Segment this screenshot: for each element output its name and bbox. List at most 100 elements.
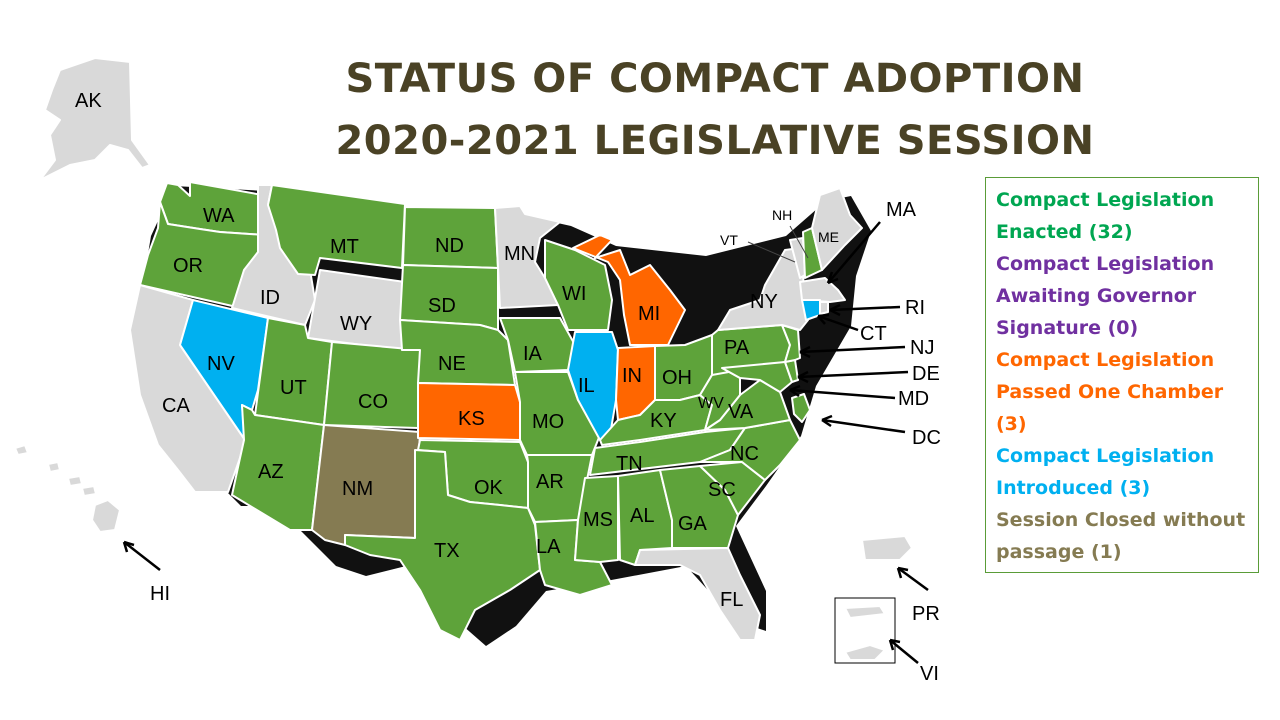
label-NH: NH (772, 207, 792, 223)
legend-item-awaiting-governor: Compact Legislation Awaiting Governor Si… (996, 253, 1215, 339)
state-WI (544, 239, 613, 331)
state-FL (634, 547, 761, 641)
state-ME (811, 187, 863, 271)
map-title: STATUS OF COMPACT ADOPTION 2020-2021 LEG… (280, 48, 1150, 172)
label-MI: MI (638, 303, 660, 325)
arrow-ri (829, 305, 901, 312)
state-DC (791, 393, 811, 423)
label-MN: MN (504, 243, 535, 265)
state-MN (494, 205, 561, 309)
arrow-nj-head (799, 345, 811, 359)
label-PR: PR (912, 603, 940, 625)
hi-island-2 (47, 461, 61, 473)
label-WI: WI (562, 283, 586, 305)
label-NJ: NJ (910, 337, 934, 359)
label-GA: GA (678, 513, 708, 535)
label-MT: MT (330, 236, 359, 258)
label-ID: ID (260, 287, 280, 309)
label-KS: KS (458, 408, 485, 430)
arrow-nh (789, 225, 809, 259)
state-WY (307, 269, 406, 351)
label-NM: NM (342, 478, 373, 500)
label-ME: ME (818, 229, 839, 245)
territory-PR (861, 535, 913, 561)
label-MA: MA (886, 199, 917, 221)
legend: Compact Legislation Enacted (32) Compact… (985, 177, 1259, 573)
legend-item-passed-one-chamber: Compact Legislation Passed One Chamber (… (996, 349, 1224, 435)
title-line-2: 2020-2021 LEGISLATIVE SESSION (335, 118, 1095, 164)
label-WY: WY (340, 313, 372, 335)
state-HI-group (14, 444, 121, 533)
arrow-de (797, 370, 909, 379)
label-CT: CT (860, 323, 887, 345)
state-MI (572, 234, 686, 346)
label-DC: DC (912, 427, 941, 449)
territory-VI (844, 644, 886, 661)
arrow-ri-head (829, 303, 841, 317)
label-LA: LA (536, 536, 561, 558)
label-IL: IL (578, 375, 595, 397)
label-WV: WV (698, 395, 724, 412)
state-CO (323, 341, 421, 429)
arrow-ct (817, 314, 859, 332)
label-RI: RI (905, 297, 925, 319)
arrow-pr (897, 566, 929, 592)
label-IN: IN (622, 365, 642, 387)
arrow-vt (747, 241, 796, 263)
label-AZ: AZ (258, 461, 284, 483)
state-NC (699, 419, 801, 481)
label-AR: AR (536, 471, 564, 493)
label-OR: OR (173, 255, 203, 277)
label-VA: VA (728, 401, 754, 423)
arrow-dc-head (821, 414, 833, 428)
legend-item-enacted: Compact Legislation Enacted (32) (996, 189, 1215, 243)
label-TN: TN (616, 453, 643, 475)
hi-island-4 (81, 485, 97, 497)
arrow-pr-head (896, 566, 909, 579)
label-WA: WA (203, 205, 235, 227)
arrow-hi (123, 541, 161, 571)
arrow-ma (827, 221, 881, 284)
label-SD: SD (428, 295, 456, 317)
arrow-de-head (797, 370, 809, 384)
hi-island-1 (14, 444, 29, 456)
label-IA: IA (523, 343, 543, 365)
state-RI (819, 301, 829, 315)
arrow-ct-head (817, 313, 830, 325)
vi-island-small (844, 605, 886, 619)
legend-item-introduced: Compact Legislation Introduced (3) (996, 445, 1215, 499)
label-HI: HI (150, 583, 170, 605)
label-ND: ND (435, 235, 464, 257)
arrow-md (789, 388, 896, 400)
label-TX: TX (434, 540, 460, 562)
label-MO: MO (532, 411, 564, 433)
label-FL: FL (720, 589, 743, 611)
label-DE: DE (912, 363, 940, 385)
label-NC: NC (730, 443, 759, 465)
arrow-md-head (789, 384, 801, 398)
label-NV: NV (207, 353, 235, 375)
state-AK (39, 57, 151, 181)
arrow-vi (889, 639, 919, 664)
arrow-nj (799, 345, 906, 354)
arrow-dc (821, 418, 906, 434)
label-UT: UT (280, 377, 307, 399)
state-TX (344, 449, 541, 641)
label-SC: SC (708, 479, 736, 501)
title-line-1: STATUS OF COMPACT ADOPTION (345, 56, 1085, 102)
label-AK: AK (75, 90, 102, 112)
legend-item-session-closed: Session Closed without passage (1) (996, 509, 1246, 563)
label-VI: VI (920, 663, 939, 685)
label-KY: KY (650, 410, 677, 432)
callout-arrows (122, 221, 929, 664)
arrow-vi-head (888, 638, 901, 651)
state-labels: AK WA OR CA NV ID MT WY UT CO AZ NM ND S… (75, 90, 941, 685)
label-OH: OH (662, 367, 692, 389)
arrow-hi-head (122, 540, 135, 553)
label-VT: VT (720, 232, 738, 248)
label-CA: CA (162, 395, 190, 417)
label-AL: AL (630, 505, 654, 527)
state-HI (91, 499, 121, 533)
label-CO: CO (358, 391, 388, 413)
